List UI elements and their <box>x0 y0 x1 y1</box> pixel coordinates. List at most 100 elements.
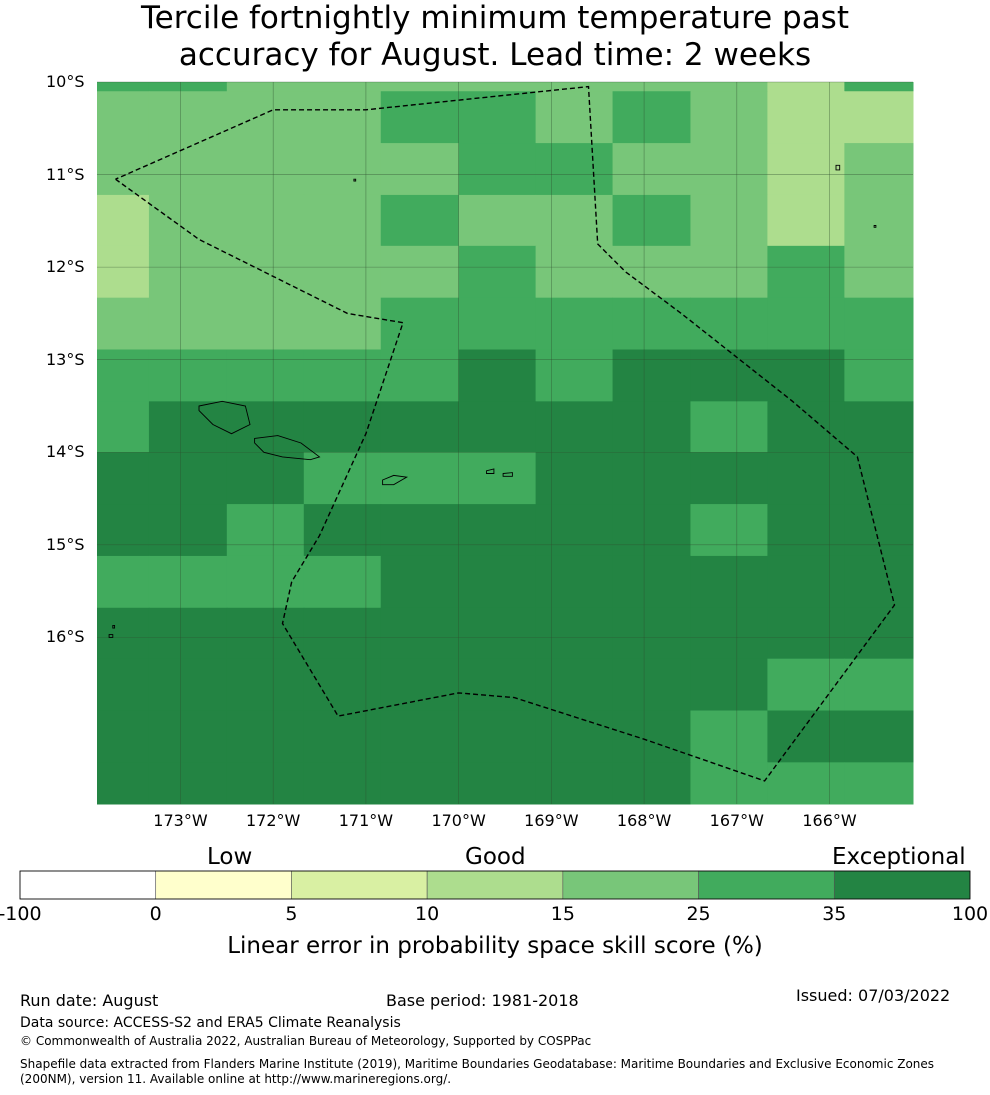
skill-cell <box>303 297 382 351</box>
run-date: Run date: August <box>20 991 159 1010</box>
skill-cell <box>844 452 914 505</box>
latitude-tick-label: 10°S <box>46 72 85 91</box>
base-period: Base period: 1981-2018 <box>386 991 579 1010</box>
skill-cell <box>535 762 614 805</box>
longitude-tick-label: 168°W <box>616 811 672 830</box>
skill-cell <box>97 452 150 505</box>
skill-cell <box>380 82 460 92</box>
skill-cell <box>226 555 305 609</box>
skill-cell <box>612 349 691 402</box>
skill-cell <box>612 710 691 763</box>
skill-cell <box>690 452 768 505</box>
island-outline <box>108 634 114 638</box>
skill-cell <box>148 349 228 402</box>
longitude-tick-label: 167°W <box>709 811 764 830</box>
skill-cell <box>458 762 537 805</box>
skill-cell <box>148 143 228 196</box>
skill-cell <box>458 555 537 609</box>
skill-cell <box>226 297 305 351</box>
skill-cell <box>535 82 614 92</box>
skill-cell <box>148 762 228 805</box>
skill-cell <box>535 349 614 402</box>
colorbar-tick-label: -100 <box>0 903 42 925</box>
colorbar-tick-label: 5 <box>285 903 298 925</box>
skill-cell <box>535 194 614 247</box>
skill-cell <box>612 401 691 453</box>
skill-cell <box>844 245 914 299</box>
skill-cell <box>303 401 382 453</box>
skill-cell <box>612 504 691 557</box>
skill-cell <box>690 194 768 247</box>
skill-cell <box>767 401 845 453</box>
skill-cell <box>535 452 614 505</box>
skill-cell <box>380 349 460 402</box>
skill-cell <box>380 91 460 144</box>
skill-cell <box>612 555 691 609</box>
skill-cell <box>767 762 845 805</box>
skill-cell <box>226 762 305 805</box>
eez-boundary <box>115 85 896 782</box>
skill-cell <box>226 82 305 92</box>
longitude-tick-label: 171°W <box>338 811 394 830</box>
skill-cell <box>303 658 382 712</box>
skill-cell <box>148 297 228 351</box>
skill-cell <box>97 82 150 92</box>
skill-cell <box>535 143 614 196</box>
skill-cell <box>380 555 460 609</box>
skill-cell <box>458 607 537 660</box>
latitude-tick-label: 11°S <box>46 164 85 184</box>
skill-cell <box>535 401 614 453</box>
skill-cell <box>690 143 768 196</box>
skill-cell <box>97 762 150 805</box>
skill-cell <box>612 82 691 92</box>
longitude-tick-label: 173°W <box>153 811 208 830</box>
skill-cell <box>97 658 150 712</box>
skill-cell <box>226 194 305 247</box>
skill-cells <box>97 82 914 805</box>
skill-cell <box>97 297 150 351</box>
skill-cell <box>458 710 537 763</box>
skill-cell <box>458 452 537 505</box>
skill-cell <box>303 762 382 805</box>
skill-cell <box>844 143 914 196</box>
issued-date: Issued: 07/03/2022 <box>796 986 951 1005</box>
islands <box>108 164 877 638</box>
skill-cell <box>303 452 382 505</box>
skill-cell <box>844 762 914 805</box>
skill-cell <box>767 143 845 196</box>
skill-cell <box>303 710 382 763</box>
longitude-tick-label: 170°W <box>431 811 486 830</box>
longitude-tick-label: 166°W <box>802 811 857 830</box>
skill-cell <box>458 401 537 453</box>
skill-cell <box>767 91 845 144</box>
skill-cell <box>535 607 614 660</box>
skill-cell <box>97 143 150 196</box>
skill-cell <box>380 245 460 299</box>
skill-cell <box>148 710 228 763</box>
skill-cell <box>690 245 768 299</box>
latitude-tick-label: 12°S <box>46 257 85 277</box>
skill-cell <box>458 245 537 299</box>
skill-cell <box>303 143 382 196</box>
skill-cell <box>767 658 845 712</box>
skill-cell <box>148 504 228 557</box>
colorbar-tick-label: 35 <box>822 903 847 925</box>
skill-cell <box>380 658 460 712</box>
skill-cell <box>844 401 914 453</box>
skill-cell <box>97 504 150 557</box>
data-source: Data source: ACCESS-S2 and ERA5 Climate … <box>20 1015 401 1031</box>
latitude-tick-label: 13°S <box>46 349 85 369</box>
copyright-notice: © Commonwealth of Australia 2022, Austra… <box>20 1034 592 1048</box>
longitude-tick-label: 172°W <box>245 811 301 830</box>
skill-cell <box>844 710 914 763</box>
latitude-tick-label: 16°S <box>46 627 85 647</box>
skill-cell <box>690 710 768 763</box>
skill-cell <box>767 297 845 351</box>
skill-cell <box>767 607 845 660</box>
latitude-tick-label: 14°S <box>46 442 85 462</box>
island-outline <box>835 164 841 171</box>
island-outline <box>198 400 251 435</box>
skill-cell <box>226 401 305 453</box>
skill-cell <box>97 91 150 144</box>
